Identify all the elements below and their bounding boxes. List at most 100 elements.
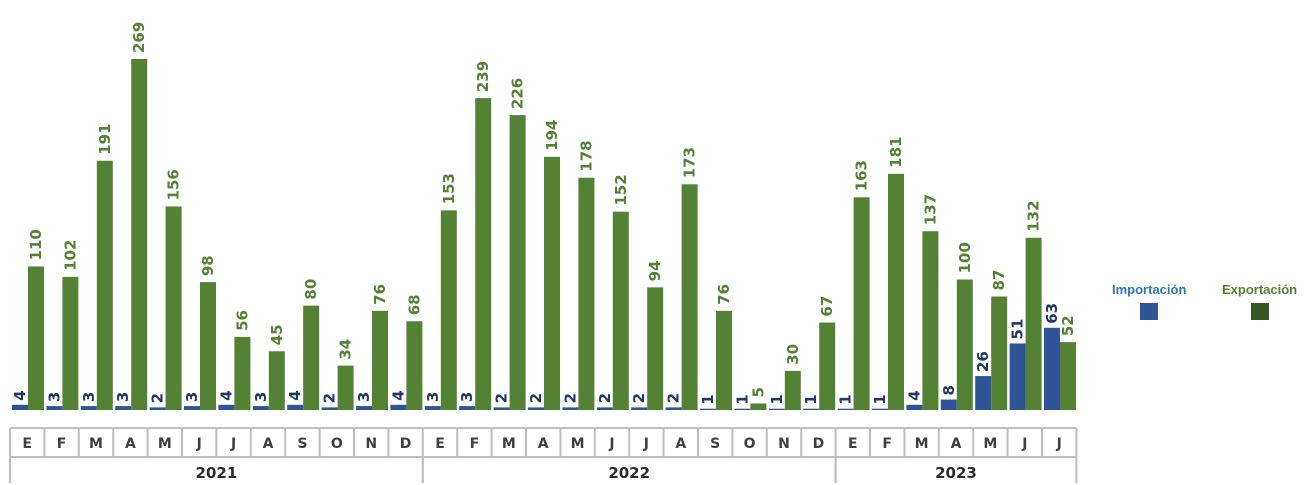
bar-import xyxy=(184,406,200,410)
bar-export xyxy=(28,266,44,410)
data-label-export: 181 xyxy=(887,137,905,168)
data-label-export: 52 xyxy=(1059,315,1077,336)
data-label-import: 8 xyxy=(940,385,958,395)
bar-export xyxy=(131,59,148,410)
data-label-import: 1 xyxy=(871,394,889,404)
data-label-import: 51 xyxy=(1009,319,1027,340)
data-label-export: 80 xyxy=(302,279,320,300)
bar-import xyxy=(80,406,97,410)
data-label-export: 269 xyxy=(130,22,148,53)
bar-import xyxy=(493,407,510,410)
bar-import xyxy=(665,407,682,410)
data-label-import: 2 xyxy=(596,393,614,403)
month-tick-label: M xyxy=(158,436,172,452)
legend-export-label: Exportación xyxy=(1222,282,1298,297)
legend-import-swatch xyxy=(1140,303,1159,320)
data-label-import: 4 xyxy=(11,390,29,400)
bar-export xyxy=(1025,237,1042,410)
month-tick-label: E xyxy=(435,436,445,452)
data-label-import: 3 xyxy=(355,392,373,402)
category-axis: E F M A M J J A S O N D E F M A M J J A S O N D E F M A M J J 2021 2022 2… xyxy=(9,427,1078,483)
data-label-import: 4 xyxy=(905,390,923,400)
month-tick-label: F xyxy=(470,436,480,452)
data-label-export: 76 xyxy=(715,284,733,305)
bar-export xyxy=(819,322,836,410)
data-label-export: 67 xyxy=(818,296,836,317)
data-label-export: 132 xyxy=(1025,200,1043,231)
data-label-import: 3 xyxy=(114,392,132,402)
data-label-import: 4 xyxy=(217,390,235,400)
bar-import xyxy=(321,407,338,410)
data-label-import: 2 xyxy=(630,393,648,403)
month-tick-label: A xyxy=(951,436,962,452)
year-label: 2023 xyxy=(935,464,977,482)
bar-export xyxy=(750,403,767,410)
data-label-import: 3 xyxy=(424,392,442,402)
month-tick-label: D xyxy=(813,436,825,452)
data-label-import: 4 xyxy=(389,390,407,400)
bar-export xyxy=(716,310,732,410)
data-label-export: 68 xyxy=(405,294,423,315)
bar-export xyxy=(991,296,1008,410)
bar-import xyxy=(837,408,854,410)
bar-export xyxy=(956,279,973,410)
bar-import xyxy=(631,407,648,410)
data-label-import: 3 xyxy=(80,392,98,402)
bar-export xyxy=(509,115,526,411)
month-tick-label: O xyxy=(331,436,343,452)
data-label-export: 76 xyxy=(371,284,389,305)
data-label-import: 1 xyxy=(802,394,820,404)
bar-import xyxy=(975,376,992,410)
bar-import xyxy=(459,406,476,410)
data-label-import: 4 xyxy=(286,390,304,400)
bar-import xyxy=(46,406,63,410)
data-label-export: 156 xyxy=(165,169,183,200)
bar-export xyxy=(922,231,939,410)
data-label-export: 94 xyxy=(646,260,664,281)
bar-import xyxy=(872,408,888,410)
bar-export xyxy=(612,211,629,410)
bar-export xyxy=(888,173,904,410)
bar-export xyxy=(853,197,870,410)
bar-import xyxy=(12,404,28,410)
month-tick-label: F xyxy=(882,436,892,452)
bar-export xyxy=(165,206,182,410)
month-tick-label: M xyxy=(502,436,516,452)
data-label-export: 102 xyxy=(61,240,79,271)
data-label-export: 56 xyxy=(233,310,251,331)
month-tick-label: J xyxy=(1056,436,1062,452)
bar-import xyxy=(356,406,372,410)
data-label-export: 194 xyxy=(543,120,561,151)
year-label: 2021 xyxy=(196,464,238,482)
data-label-import: 3 xyxy=(458,392,476,402)
month-tick-label: J xyxy=(230,436,236,452)
bar-import xyxy=(906,404,923,410)
bar-import xyxy=(218,404,235,410)
month-tick-label: D xyxy=(400,436,412,452)
bar-export xyxy=(372,310,388,410)
bar-import xyxy=(596,407,613,410)
bar-export xyxy=(1060,342,1076,410)
month-tick-label: M xyxy=(915,436,929,452)
bar-import xyxy=(562,407,579,410)
bar-export xyxy=(406,321,423,410)
data-label-export: 30 xyxy=(784,344,802,365)
data-label-export: 239 xyxy=(474,61,492,92)
data-label-export: 100 xyxy=(956,242,974,273)
data-label-export: 226 xyxy=(509,78,527,109)
data-label-export: 173 xyxy=(681,147,699,178)
month-tick-label: J xyxy=(608,436,614,452)
data-label-export: 153 xyxy=(440,173,458,204)
bar-export xyxy=(96,160,113,410)
data-label-import: 2 xyxy=(665,393,683,403)
data-label-export: 137 xyxy=(921,194,939,225)
data-label-import: 2 xyxy=(321,393,339,403)
data-label-export: 87 xyxy=(990,270,1008,291)
data-labels-layer: 4110310231913269215639845634548023437646… xyxy=(11,22,1077,405)
bar-export xyxy=(337,365,354,410)
bar-export xyxy=(784,370,801,410)
bar-export xyxy=(578,177,595,410)
bar-export xyxy=(268,351,285,410)
month-tick-label: S xyxy=(710,436,720,452)
